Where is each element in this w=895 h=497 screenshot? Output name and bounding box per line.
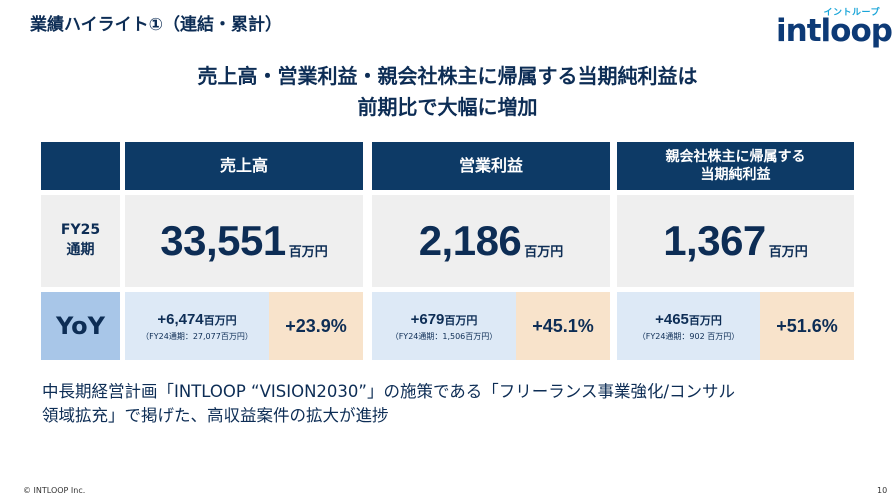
- yoy-prev-sales: （FY24通期：27,077百万円）: [141, 331, 253, 341]
- value-sales-unit: 百万円: [288, 244, 328, 260]
- logo-word: intloop: [776, 13, 893, 49]
- yoy-pct-net-income: +51.6%: [760, 292, 854, 360]
- yoy-pct-operating-profit: +45.1%: [516, 292, 610, 360]
- yoy-prev-net-income: （FY24通期：902 百万円）: [637, 331, 740, 341]
- value-operating-profit-unit: 百万円: [524, 244, 564, 260]
- logo-kana: イントループ: [823, 8, 880, 18]
- row-label-yoy: YoY: [41, 292, 120, 360]
- yoy-abs-operating-profit: +679百万円 （FY24通期：1,506百万円）: [372, 292, 516, 360]
- value-net-income-number: 1,367: [663, 217, 766, 264]
- page-title: 業績ハイライト①（連結・累計）: [30, 15, 283, 35]
- yoy-abs-sales: +6,474百万円 （FY24通期：27,077百万円）: [125, 292, 269, 360]
- summary-text-line-2: 領域拡充」で掲げた、高収益案件の拡大が進捗: [42, 406, 389, 425]
- column-header-net-income: 親会社株主に帰属する 当期純利益: [617, 142, 854, 190]
- summary-text-line-1: 中長期経営計画「INTLOOP “VISION2030”」の施策である「フリーラ…: [42, 382, 736, 401]
- column-header-operating-profit: 営業利益: [372, 142, 610, 190]
- value-operating-profit: 2,186 百万円: [372, 195, 610, 287]
- table-header-corner: [41, 142, 120, 190]
- copyright: © INTLOOP Inc.: [23, 486, 86, 495]
- row-label-fy25-line1: FY25: [60, 222, 101, 239]
- column-header-sales: 売上高: [125, 142, 363, 190]
- headline-line-2: 前期比で大幅に増加: [357, 95, 538, 119]
- value-net-income: 1,367 百万円: [617, 195, 854, 287]
- summary-text: 中長期経営計画「INTLOOP “VISION2030”」の施策である「フリーラ…: [42, 380, 862, 428]
- yoy-prev-operating-profit: （FY24通期：1,506百万円）: [390, 331, 498, 341]
- yoy-abs-net-income: +465百万円 （FY24通期：902 百万円）: [617, 292, 760, 360]
- value-sales-number: 33,551: [160, 217, 286, 264]
- page-number: 10: [877, 486, 888, 495]
- row-label-fy25-line2: 通期: [66, 242, 95, 258]
- headline-line-1: 売上高・営業利益・親会社株主に帰属する当期純利益は: [197, 64, 698, 88]
- value-net-income-unit: 百万円: [768, 244, 808, 260]
- row-label-fy25: FY25 通期: [41, 195, 120, 287]
- value-sales: 33,551 百万円: [125, 195, 363, 287]
- yoy-pct-sales: +23.9%: [269, 292, 363, 360]
- intloop-logo: イントループ intloop: [774, 3, 893, 51]
- value-operating-profit-number: 2,186: [418, 217, 522, 264]
